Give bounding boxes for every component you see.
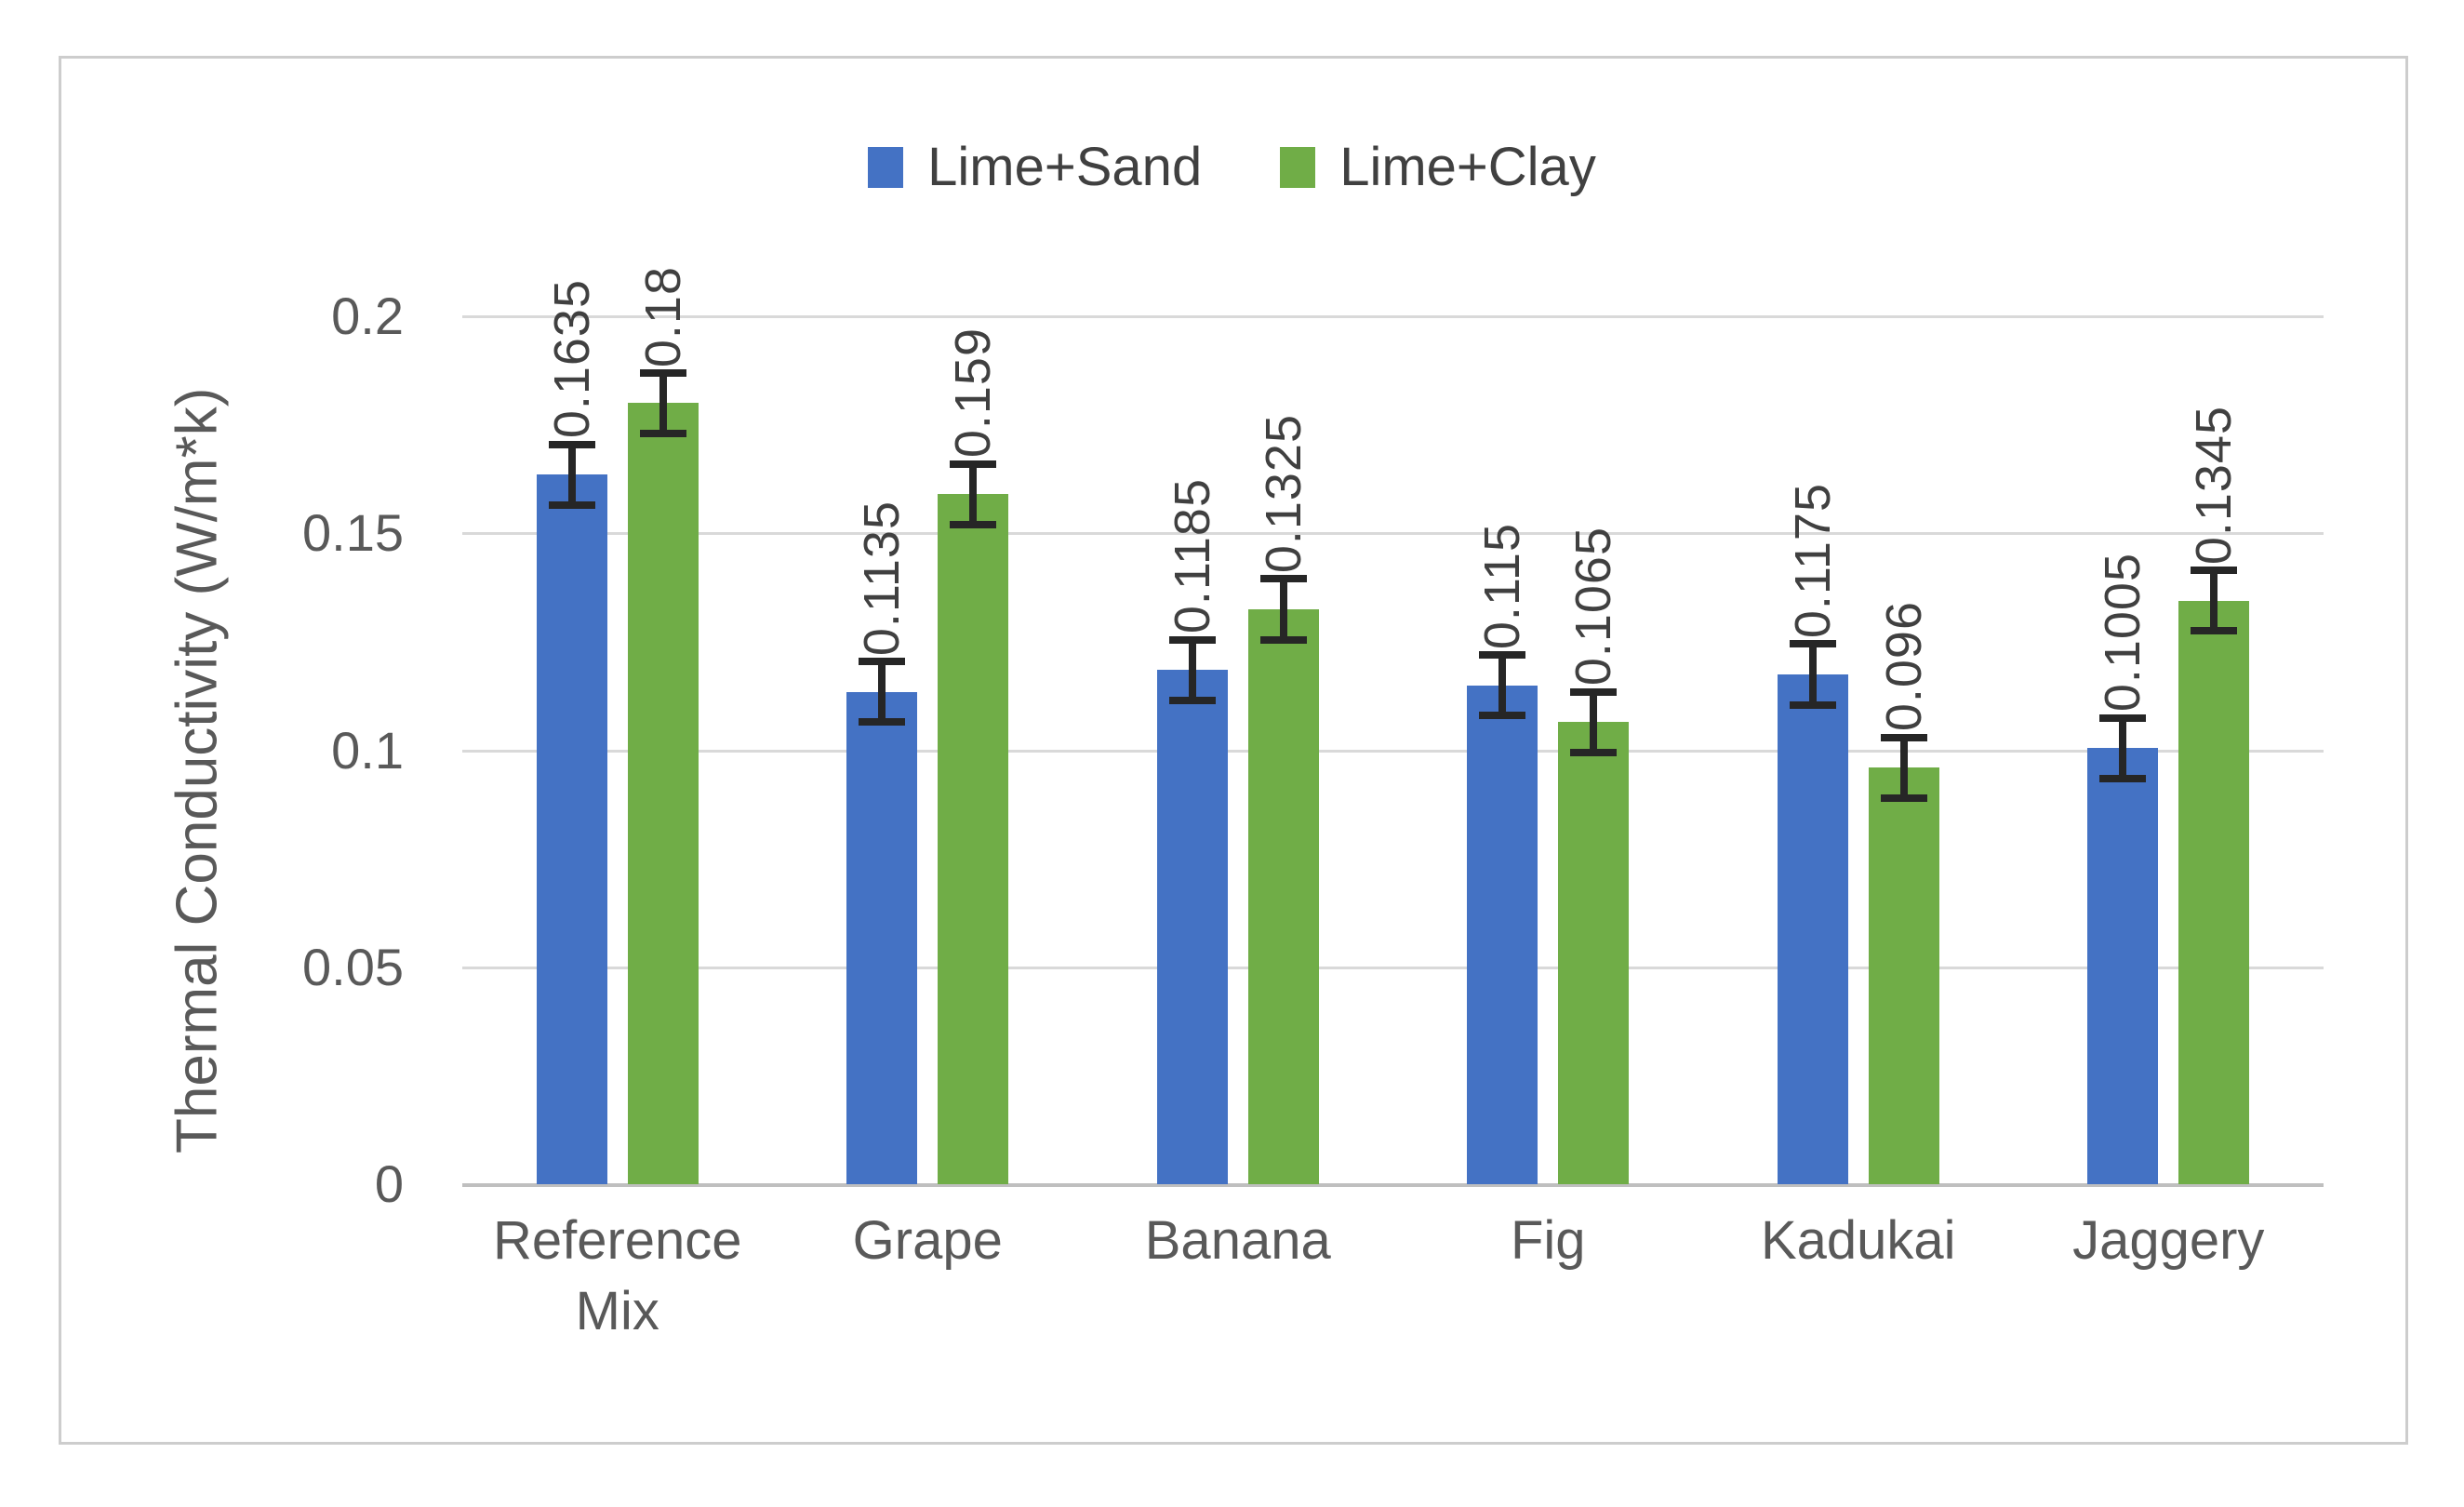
bar-lime-clay-reference-mix [627, 403, 699, 1184]
gridline-0.05 [462, 966, 2324, 969]
y-axis-tick-0.1: 0.1 [331, 720, 404, 780]
legend-swatch-lime-clay [1280, 146, 1316, 188]
bar-lime-sand-kadukai [1777, 673, 1848, 1184]
error-bar-lime-sand-banana [1188, 639, 1196, 700]
data-label-lime-sand-fig: 0.115 [1472, 296, 1532, 649]
legend-item-lime-clay: Lime+Clay [1280, 136, 1596, 198]
bar-lime-clay-kadukai [1868, 767, 1939, 1184]
error-bar-lime-clay-banana [1279, 579, 1287, 640]
error-bar-lime-sand-jaggery [2119, 717, 2127, 779]
data-label-text: 0.1175 [1784, 483, 1841, 639]
data-label-lime-sand-banana: 0.1185 [1163, 281, 1222, 634]
error-bar-cap-bottom-lime-sand-reference-mix [548, 500, 595, 509]
x-axis-label-kadukai: Kadukai [1760, 1210, 1956, 1271]
error-bar-cap-bottom-lime-clay-fig [1570, 748, 1618, 756]
bar-lime-sand-reference-mix [536, 474, 607, 1184]
error-bar-cap-top-lime-sand-banana [1168, 635, 1216, 644]
error-bar-cap-bottom-lime-clay-reference-mix [639, 429, 686, 437]
data-label-text: 0.18 [634, 265, 691, 367]
error-bar-cap-top-lime-sand-reference-mix [548, 440, 595, 448]
error-bar-cap-bottom-lime-sand-grape [859, 718, 906, 727]
data-label-text: 0.1635 [543, 279, 600, 439]
data-label-text: 0.1345 [2186, 405, 2243, 565]
error-bar-lime-clay-reference-mix [659, 372, 667, 433]
gridline-0.15 [462, 532, 2324, 536]
error-bar-cap-top-lime-clay-grape [950, 460, 997, 468]
error-bar-lime-sand-grape [878, 660, 886, 723]
error-bar-cap-bottom-lime-clay-kadukai [1880, 794, 1927, 802]
error-bar-cap-top-lime-clay-jaggery [2191, 566, 2238, 574]
data-label-text: 0.1005 [2095, 553, 2151, 713]
error-bar-cap-bottom-lime-sand-banana [1168, 696, 1216, 704]
data-label-lime-clay-jaggery: 0.1345 [2184, 211, 2244, 565]
gridline-0 [462, 1183, 2324, 1187]
legend-label-lime-sand: Lime+Sand [927, 137, 1203, 197]
x-axis-label-jaggery: Jaggery [2072, 1210, 2265, 1271]
bar-lime-clay-jaggery [2178, 600, 2250, 1184]
error-bar-cap-top-lime-sand-kadukai [1789, 640, 1836, 648]
error-bar-cap-bottom-lime-clay-banana [1259, 635, 1307, 644]
y-axis-tick-0.15: 0.15 [302, 503, 404, 563]
x-axis-label-fig: Fig [1510, 1210, 1586, 1271]
data-label-lime-clay-banana: 0.1325 [1254, 220, 1313, 573]
error-bar-cap-top-lime-sand-grape [859, 657, 906, 665]
y-axis-tick-0.2: 0.2 [331, 287, 404, 345]
data-label-lime-sand-reference-mix: 0.1635 [542, 86, 602, 439]
legend-label-lime-clay: Lime+Clay [1339, 137, 1596, 197]
error-bar-cap-top-lime-sand-fig [1479, 650, 1526, 659]
bar-lime-clay-fig [1558, 722, 1630, 1184]
gridline-0.2 [462, 315, 2324, 318]
x-axis-label-grape: Grape [852, 1210, 1003, 1271]
error-bar-cap-top-lime-clay-reference-mix [639, 368, 686, 377]
error-bar-lime-clay-jaggery [2210, 569, 2218, 632]
bar-lime-clay-banana [1247, 608, 1319, 1184]
data-label-lime-clay-fig: 0.1065 [1564, 333, 1623, 687]
error-bar-cap-top-lime-clay-banana [1259, 575, 1307, 583]
error-bar-lime-clay-grape [969, 463, 978, 525]
legend-swatch-lime-sand [868, 146, 904, 188]
data-label-text: 0.1325 [1255, 414, 1312, 574]
data-label-text: 0.1185 [1164, 478, 1220, 634]
data-label-lime-sand-grape: 0.1135 [852, 302, 912, 656]
data-label-lime-clay-kadukai: 0.096 [1874, 379, 1934, 732]
data-label-lime-sand-kadukai: 0.1175 [1783, 285, 1843, 638]
error-bar-cap-top-lime-sand-jaggery [2099, 713, 2147, 722]
bar-lime-sand-fig [1467, 685, 1538, 1184]
data-label-lime-clay-reference-mix: 0.18 [633, 14, 693, 367]
data-label-lime-clay-grape: 0.159 [943, 105, 1003, 459]
bar-lime-sand-banana [1156, 670, 1228, 1184]
error-bar-cap-bottom-lime-sand-kadukai [1789, 700, 1836, 709]
bar-lime-sand-jaggery [2087, 748, 2159, 1184]
legend-item-lime-sand: Lime+Sand [868, 136, 1202, 198]
error-bar-lime-sand-reference-mix [567, 444, 576, 505]
error-bar-cap-bottom-lime-clay-jaggery [2191, 627, 2238, 635]
data-label-text: 0.115 [1474, 522, 1531, 649]
error-bar-lime-clay-fig [1590, 691, 1598, 753]
bar-lime-sand-grape [846, 691, 918, 1184]
error-bar-cap-top-lime-clay-fig [1570, 687, 1618, 696]
error-bar-lime-clay-kadukai [1899, 737, 1908, 798]
chart-legend: Lime+Sand Lime+Clay [0, 136, 2464, 198]
data-label-lime-sand-jaggery: 0.1005 [2093, 359, 2152, 713]
x-axis-label-banana: Banana [1144, 1210, 1331, 1271]
data-label-text: 0.1135 [854, 500, 911, 656]
x-axis-label-reference-mix: Reference Mix [492, 1210, 742, 1341]
y-axis-tick-0.05: 0.05 [302, 937, 404, 996]
y-axis-tick-0: 0 [374, 1154, 404, 1213]
error-bar-cap-bottom-lime-clay-grape [950, 520, 997, 528]
gridline-0.1 [462, 749, 2324, 753]
error-bar-cap-top-lime-clay-kadukai [1880, 733, 1927, 741]
data-label-text: 0.096 [1875, 601, 1932, 732]
data-label-text: 0.159 [945, 327, 1002, 459]
bar-lime-clay-grape [938, 494, 1009, 1184]
error-bar-lime-sand-fig [1498, 654, 1507, 716]
data-label-text: 0.1065 [1565, 527, 1622, 687]
error-bar-lime-sand-kadukai [1808, 644, 1817, 705]
error-bar-cap-bottom-lime-sand-fig [1479, 712, 1526, 720]
error-bar-cap-bottom-lime-sand-jaggery [2099, 774, 2147, 782]
